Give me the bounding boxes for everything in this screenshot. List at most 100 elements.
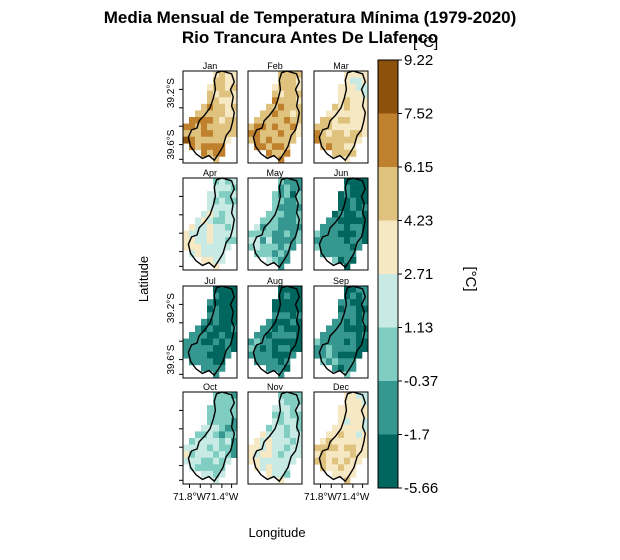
grid-cell [326, 130, 333, 138]
grid-cell [278, 149, 285, 157]
grid-cell [266, 318, 273, 326]
grid-cell [183, 130, 190, 138]
grid-cell [362, 286, 369, 293]
grid-cell [278, 256, 285, 264]
grid-cell [272, 470, 279, 478]
grid-cell [260, 438, 267, 445]
grid-cell [219, 444, 226, 452]
panel-may: May [247, 168, 303, 271]
panel-label: Sep [333, 276, 349, 286]
grid-cell [213, 299, 220, 307]
grid-cell [344, 123, 351, 131]
grid-cell [219, 338, 226, 346]
grid-cell [338, 110, 345, 118]
grid-cell [296, 411, 303, 419]
grid-cell [344, 305, 351, 313]
grid-cell [338, 250, 345, 258]
grid-cell [344, 230, 351, 238]
grid-cell [201, 110, 208, 118]
grid-cell [219, 130, 226, 138]
grid-cell [326, 250, 333, 258]
grid-cell [290, 230, 297, 238]
grid-cell [278, 97, 285, 105]
grid-cell [332, 438, 339, 445]
grid-cell [266, 103, 273, 111]
grid-cell [278, 143, 285, 151]
grid-cell [195, 250, 202, 258]
grid-cell [213, 332, 220, 339]
grid-cell [332, 332, 339, 339]
grid-cell [207, 345, 214, 353]
grid-cell [195, 237, 202, 245]
chart-subtitle: Rio Trancura Antes De Llafenco [181, 28, 439, 47]
grid-cell [278, 431, 285, 439]
grid-cell [278, 405, 285, 413]
grid-cell [350, 299, 357, 307]
grid-cell [356, 305, 363, 313]
grid-cell [326, 464, 333, 472]
grid-cell [183, 230, 190, 238]
grid-cell [284, 103, 291, 111]
grid-cell [260, 230, 267, 238]
grid-cell [207, 110, 214, 118]
grid-cell [260, 444, 267, 452]
grid-cell [278, 424, 285, 432]
grid-cell [356, 71, 363, 78]
grid-cell [201, 351, 208, 359]
grid-cell [231, 392, 238, 399]
grid-cell [338, 338, 345, 346]
grid-cell [350, 457, 357, 465]
grid-cell [201, 103, 208, 111]
grid-cell [231, 90, 238, 98]
grid-cell [278, 130, 285, 138]
grid-cell [278, 351, 285, 359]
grid-cell [290, 117, 297, 124]
grid-cell [225, 351, 232, 359]
panel-label: Jul [204, 276, 216, 286]
grid-cell [266, 451, 273, 459]
panel-dec: Dec [313, 382, 369, 485]
grid-cell [254, 130, 261, 138]
grid-cell [296, 178, 303, 185]
grid-cell [350, 332, 357, 339]
grid-cell [278, 292, 285, 300]
grid-cell [254, 230, 261, 238]
grid-cell [272, 123, 279, 131]
grid-cell [362, 338, 369, 346]
grid-cell [213, 143, 220, 151]
grid-cell [231, 97, 238, 105]
grid-cell [338, 451, 345, 459]
grid-cell [266, 457, 273, 465]
grid-cell [201, 358, 208, 366]
grid-cell [284, 418, 291, 426]
grid-cell [338, 84, 345, 92]
grid-cell [278, 312, 285, 320]
grid-cell [248, 345, 255, 353]
grid-cell [213, 136, 220, 144]
grid-cell [326, 444, 333, 452]
panel-frame [247, 70, 303, 164]
grid-cell [189, 358, 196, 366]
grid-cell [344, 345, 351, 353]
grid-cell [189, 444, 196, 452]
grid-cell [219, 256, 226, 264]
grid-cell [231, 411, 238, 419]
grid-cell [314, 130, 321, 138]
grid-cell [189, 345, 196, 353]
panel-label: Feb [267, 61, 283, 71]
grid-cell [195, 438, 202, 445]
grid-cell [344, 149, 351, 157]
grid-cell [254, 332, 261, 339]
grid-cell [266, 149, 273, 157]
grid-cell [219, 71, 226, 78]
grid-cell [344, 130, 351, 138]
grid-cell [231, 332, 238, 339]
grid-cell [284, 77, 291, 85]
legend-swatch [378, 60, 398, 114]
grid-cell [284, 243, 291, 251]
grid-cell [350, 230, 357, 238]
grid-cell [201, 230, 208, 238]
grid-cell [213, 77, 220, 85]
grid-cell [278, 371, 285, 379]
grid-cell [356, 184, 363, 192]
